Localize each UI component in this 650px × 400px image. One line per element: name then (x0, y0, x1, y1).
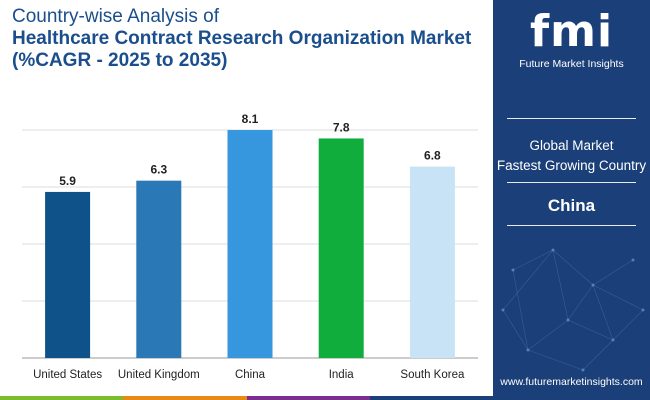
strip-segment-orange (123, 396, 247, 400)
bar-united-kingdom (136, 180, 182, 358)
bar-china (227, 130, 273, 358)
bar-india (318, 138, 364, 358)
panel-divider-bottom (507, 225, 636, 226)
panel-divider-middle (507, 182, 636, 183)
bottom-color-strip (0, 396, 493, 400)
data-label: 7.8 (333, 120, 350, 134)
strip-segment-blue (369, 396, 493, 400)
logo: fmi (529, 6, 614, 57)
logo-subtitle: Future Market Insights (519, 58, 624, 70)
category-label: South Korea (400, 369, 465, 381)
title-line-3: (%CAGR - 2025 to 2035) (12, 50, 228, 71)
fastest-country-value: China (547, 196, 596, 215)
data-label: 5.9 (59, 174, 76, 188)
bar-united-states (45, 191, 91, 358)
data-label: 6.3 (150, 163, 167, 177)
network-pattern (501, 248, 645, 372)
side-panel: fmi Future Market Insights Global Market… (493, 0, 650, 400)
website-link[interactable]: www.futuremarketinsights.com (500, 376, 643, 388)
category-label: China (235, 369, 266, 381)
data-label: 6.8 (424, 149, 441, 163)
panel-divider-top (507, 118, 636, 119)
category-label: United States (33, 369, 102, 381)
bar-chart: 5.9 United States 6.3 United Kingdom 8.1 Chin… (22, 112, 478, 381)
strip-segment-green (0, 396, 124, 400)
bar-south-korea (409, 166, 455, 358)
panel-heading-line-1: Global Market (529, 138, 614, 153)
category-label: India (329, 369, 355, 381)
title-line-1: Country-wise Analysis of (12, 6, 219, 27)
data-label: 8.1 (242, 112, 259, 126)
strip-segment-purple (246, 396, 370, 400)
panel-heading-line-2: Fastest Growing Country (496, 158, 647, 173)
title-line-2: Healthcare Contract Research Organizatio… (12, 28, 472, 49)
category-label: United Kingdom (118, 369, 200, 381)
chart-title: Country-wise Analysis of Healthcare Cont… (12, 6, 492, 72)
